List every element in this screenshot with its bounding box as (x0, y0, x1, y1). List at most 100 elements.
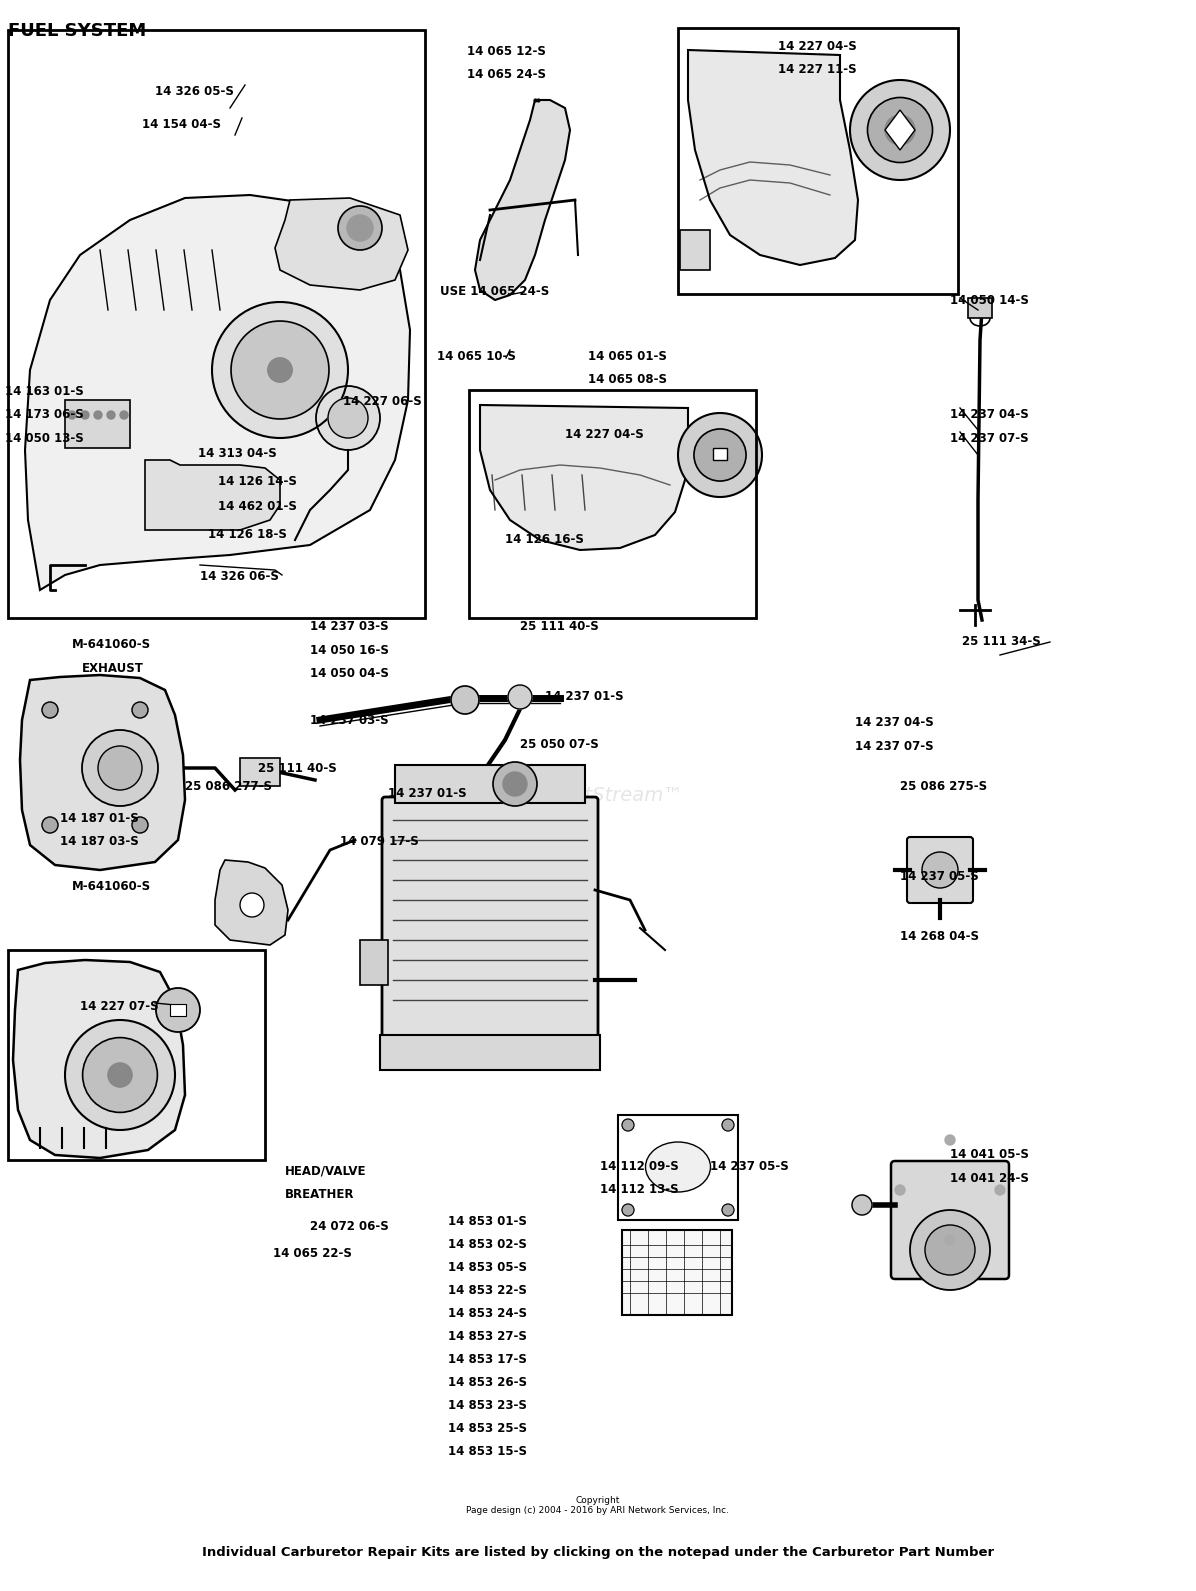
Text: 14 237 03-S: 14 237 03-S (310, 714, 389, 727)
FancyBboxPatch shape (891, 1161, 1009, 1279)
Text: 14 227 06-S: 14 227 06-S (343, 395, 422, 407)
Polygon shape (885, 110, 915, 150)
Circle shape (910, 1211, 990, 1290)
Circle shape (850, 80, 950, 180)
Text: 14 237 04-S: 14 237 04-S (950, 407, 1029, 422)
Text: 14 853 22-S: 14 853 22-S (448, 1284, 527, 1297)
Text: 25 086 275-S: 25 086 275-S (901, 780, 987, 792)
FancyBboxPatch shape (382, 797, 598, 1044)
Text: 14 112 13-S: 14 112 13-S (600, 1184, 678, 1196)
Bar (395, 765, 585, 803)
Circle shape (885, 115, 915, 145)
Text: 14 853 27-S: 14 853 27-S (448, 1330, 527, 1343)
Circle shape (694, 430, 746, 480)
Circle shape (108, 1063, 132, 1087)
Polygon shape (275, 197, 408, 290)
Text: 14 065 01-S: 14 065 01-S (588, 350, 667, 363)
Circle shape (867, 97, 933, 162)
Text: 14 268 04-S: 14 268 04-S (901, 931, 980, 943)
Circle shape (347, 215, 373, 240)
Text: 24 072 06-S: 24 072 06-S (310, 1220, 389, 1233)
Text: Individual Carburetor Repair Kits are listed by clicking on the notepad under th: Individual Carburetor Repair Kits are li… (202, 1546, 994, 1559)
Text: EXHAUST: EXHAUST (83, 662, 144, 675)
Text: 14 050 04-S: 14 050 04-S (310, 667, 389, 679)
Circle shape (895, 1185, 905, 1195)
Text: 14 853 17-S: 14 853 17-S (448, 1352, 527, 1367)
Text: 14 126 16-S: 14 126 16-S (505, 533, 584, 546)
Bar (8, 30, 425, 617)
Bar (678, 29, 958, 294)
Circle shape (68, 410, 77, 418)
Circle shape (98, 746, 142, 791)
Circle shape (81, 410, 89, 418)
Text: 14 065 08-S: 14 065 08-S (588, 372, 667, 387)
Text: USE 14 065 24-S: USE 14 065 24-S (440, 285, 549, 298)
Bar (622, 1230, 732, 1316)
Text: 14 163 01-S: 14 163 01-S (5, 385, 84, 398)
Text: 14 065 24-S: 14 065 24-S (466, 68, 547, 81)
Text: 14 853 15-S: 14 853 15-S (448, 1445, 527, 1457)
Text: 14 187 03-S: 14 187 03-S (60, 835, 139, 848)
Circle shape (231, 321, 329, 418)
Text: 14 326 05-S: 14 326 05-S (155, 84, 234, 99)
Circle shape (722, 1118, 734, 1131)
Text: 14 237 05-S: 14 237 05-S (901, 870, 978, 883)
Text: 25 111 34-S: 25 111 34-S (962, 635, 1041, 648)
FancyBboxPatch shape (907, 837, 974, 904)
Circle shape (155, 988, 200, 1033)
Circle shape (925, 1225, 975, 1274)
Circle shape (132, 818, 148, 834)
Circle shape (83, 730, 158, 807)
Text: 14 227 07-S: 14 227 07-S (80, 1001, 159, 1013)
Text: 14 853 23-S: 14 853 23-S (448, 1398, 527, 1411)
Text: 14 313 04-S: 14 313 04-S (199, 447, 276, 460)
Polygon shape (480, 406, 688, 550)
Circle shape (328, 398, 368, 438)
Text: 14 187 01-S: 14 187 01-S (60, 811, 139, 826)
Circle shape (678, 414, 762, 496)
Text: 14 853 01-S: 14 853 01-S (448, 1216, 527, 1228)
Text: 25 111 40-S: 25 111 40-S (520, 620, 599, 633)
Text: 14 237 07-S: 14 237 07-S (855, 740, 934, 753)
Bar (681, 231, 710, 270)
Bar (170, 1004, 187, 1017)
Circle shape (995, 1185, 1005, 1195)
Text: BREATHER: BREATHER (285, 1188, 354, 1201)
Bar (968, 298, 991, 318)
Text: 14 050 14-S: 14 050 14-S (950, 294, 1029, 307)
Polygon shape (13, 959, 185, 1158)
Bar (380, 1036, 600, 1071)
Circle shape (106, 410, 115, 418)
Text: 14 173 06-S: 14 173 06-S (5, 407, 84, 422)
Circle shape (338, 205, 382, 250)
Text: 14 237 05-S: 14 237 05-S (710, 1160, 788, 1173)
Circle shape (622, 1204, 634, 1216)
Circle shape (42, 818, 57, 834)
Text: Copyright
Page design (c) 2004 - 2016 by ARI Network Services, Inc.: Copyright Page design (c) 2004 - 2016 by… (466, 1496, 730, 1515)
Text: 14 853 05-S: 14 853 05-S (448, 1262, 527, 1274)
Text: 14 237 04-S: 14 237 04-S (855, 716, 934, 729)
Bar (469, 390, 756, 617)
Text: 14 154 04-S: 14 154 04-S (142, 118, 221, 130)
Bar (65, 399, 130, 449)
Text: 14 112 09-S: 14 112 09-S (600, 1160, 679, 1173)
Circle shape (316, 387, 380, 450)
Text: 14 237 03-S: 14 237 03-S (310, 620, 389, 633)
Text: 14 126 18-S: 14 126 18-S (208, 528, 287, 541)
Ellipse shape (646, 1142, 710, 1192)
Text: ARI PartStream™: ARI PartStream™ (513, 786, 683, 805)
Text: 14 237 07-S: 14 237 07-S (950, 433, 1029, 445)
Polygon shape (475, 100, 570, 301)
Text: 14 462 01-S: 14 462 01-S (218, 500, 297, 512)
Polygon shape (20, 675, 185, 870)
Circle shape (83, 1037, 158, 1112)
Text: 14 050 13-S: 14 050 13-S (5, 433, 84, 445)
Text: 14 079 17-S: 14 079 17-S (340, 835, 419, 848)
Circle shape (622, 1118, 634, 1131)
Text: 25 086 277-S: 25 086 277-S (185, 780, 271, 792)
Circle shape (922, 853, 958, 888)
Text: 14 227 04-S: 14 227 04-S (779, 40, 856, 53)
Polygon shape (145, 460, 280, 530)
Text: 25 111 40-S: 25 111 40-S (258, 762, 337, 775)
Text: 14 065 10-S: 14 065 10-S (437, 350, 515, 363)
